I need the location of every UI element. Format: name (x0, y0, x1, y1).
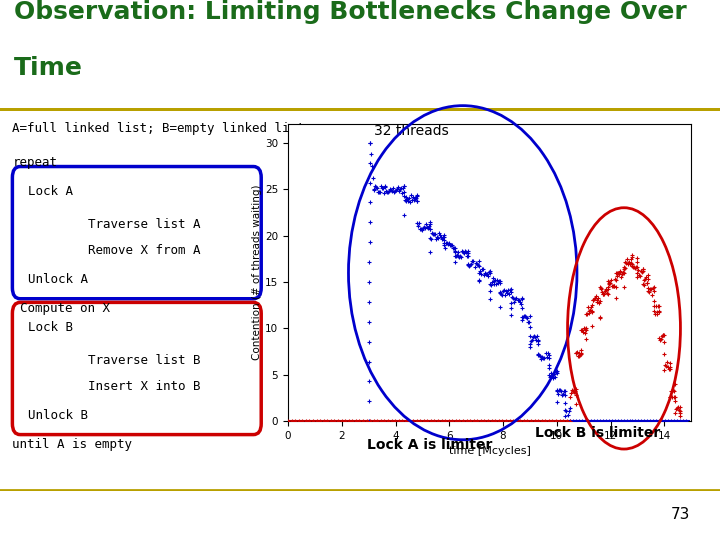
X-axis label: time [Mcycles]: time [Mcycles] (449, 447, 531, 456)
Text: Insert X into B: Insert X into B (28, 380, 200, 393)
Text: Time: Time (14, 56, 84, 80)
Text: Remove X from A: Remove X from A (28, 244, 200, 256)
Text: Lock A is limiter: Lock A is limiter (367, 438, 492, 452)
Text: repeat: repeat (12, 156, 58, 168)
FancyBboxPatch shape (12, 166, 261, 299)
Text: Unlock A: Unlock A (28, 273, 88, 286)
Text: Compute on X: Compute on X (20, 302, 110, 315)
Text: Traverse list B: Traverse list B (28, 354, 200, 367)
Text: 32 threads: 32 threads (374, 124, 449, 138)
FancyBboxPatch shape (12, 302, 261, 435)
Text: Observation: Limiting Bottlenecks Change Over: Observation: Limiting Bottlenecks Change… (14, 0, 687, 24)
Text: 73: 73 (670, 507, 690, 522)
Text: Lock B is limiter: Lock B is limiter (535, 426, 660, 440)
Text: A=full linked list; B=empty linked list: A=full linked list; B=empty linked list (12, 123, 305, 136)
Text: until A is empty: until A is empty (12, 438, 132, 451)
Text: Lock A: Lock A (28, 185, 73, 198)
Y-axis label: Contention (# of threads waiting): Contention (# of threads waiting) (252, 185, 262, 361)
Text: Traverse list A: Traverse list A (28, 218, 200, 231)
Text: Lock B: Lock B (28, 321, 73, 334)
Text: Unlock B: Unlock B (28, 409, 88, 422)
